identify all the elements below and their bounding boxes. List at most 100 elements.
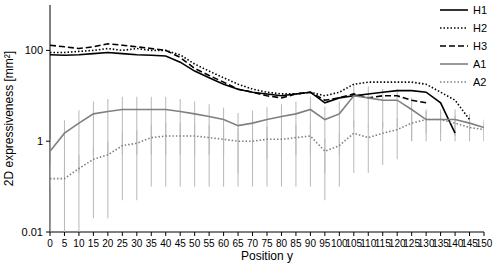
legend-swatch (440, 81, 468, 83)
error-bar (440, 109, 441, 141)
x-tick-label: 80 (276, 238, 288, 249)
x-tick (223, 232, 224, 236)
x-tick (252, 232, 253, 236)
error-bar (440, 112, 441, 134)
x-tick-label: 70 (247, 238, 259, 249)
x-tick (136, 232, 137, 236)
x-tick-label: 65 (233, 238, 245, 249)
x-tick (209, 232, 210, 236)
error-bar (455, 109, 456, 141)
x-tick (50, 232, 51, 236)
error-bar (107, 142, 108, 219)
y-tick (46, 232, 50, 233)
legend-label: A1 (473, 58, 486, 70)
x-tick-label: 50 (189, 238, 201, 249)
error-bar (238, 129, 239, 187)
x-tick-label: 85 (290, 238, 302, 249)
error-bar (484, 122, 485, 141)
legend-label: H1 (473, 4, 487, 16)
x-tick-label: 15 (88, 238, 100, 249)
x-tick (281, 232, 282, 236)
legend-swatch (440, 9, 468, 11)
chart: 0510152025303540455055606570758085909510… (0, 0, 500, 266)
legend-swatch (440, 27, 468, 29)
series-line (50, 120, 484, 179)
error-bar (295, 125, 296, 187)
error-bar (93, 146, 94, 218)
plot-area (50, 44, 484, 232)
error-bar (50, 166, 51, 232)
error-bar (64, 166, 65, 232)
x-tick (238, 232, 239, 236)
x-tick-label: 60 (218, 238, 230, 249)
legend-swatch (440, 45, 468, 47)
x-tick (310, 232, 311, 236)
legend: H1 H2 H3 A1 A2 (440, 4, 487, 88)
x-tick-label: 20 (102, 238, 114, 249)
x-axis-label: Position y (241, 249, 293, 263)
x-tick-label: 55 (204, 238, 216, 249)
x-tick (339, 232, 340, 236)
x-tick-label: 25 (117, 238, 129, 249)
x-tick (165, 232, 166, 236)
x-tick (295, 232, 296, 236)
legend-label: A2 (473, 76, 486, 88)
x-tick-label: 30 (131, 238, 143, 249)
x-tick (455, 232, 456, 236)
x-tick-label: 90 (305, 238, 317, 249)
y-tick-label: 0.01 (22, 226, 43, 238)
x-tick-label: 150 (476, 238, 493, 249)
x-tick (411, 232, 412, 236)
y-tick (46, 50, 50, 51)
error-bar (78, 155, 79, 232)
error-bar (368, 87, 369, 128)
y-axis (50, 5, 51, 232)
error-bar (267, 127, 268, 187)
error-bar (122, 133, 123, 201)
error-bar (411, 114, 412, 141)
x-tick (180, 232, 181, 236)
series-line (50, 49, 470, 120)
x-tick (382, 232, 383, 236)
x-tick-label: 0 (47, 238, 53, 249)
error-bar (194, 123, 195, 186)
error-bar (382, 122, 383, 165)
error-bar (339, 133, 340, 186)
x-tick (353, 232, 354, 236)
x-tick (122, 232, 123, 236)
x-tick-label: 10 (73, 238, 85, 249)
legend-label: H3 (473, 40, 487, 52)
x-tick (64, 232, 65, 236)
x-tick-label: 45 (175, 238, 187, 249)
x-tick-label: 40 (160, 238, 172, 249)
x-tick (324, 232, 325, 236)
error-bar (353, 121, 354, 173)
y-tick-label: 1 (37, 135, 43, 147)
error-bar (136, 130, 137, 200)
x-tick (484, 232, 485, 236)
error-bar (324, 138, 325, 200)
error-bar (165, 123, 166, 186)
x-tick (469, 232, 470, 236)
legend-swatch (440, 63, 468, 65)
series-line (50, 96, 484, 151)
x-tick (93, 232, 94, 236)
error-bar (281, 127, 282, 187)
error-bar (310, 123, 311, 186)
error-bar (209, 125, 210, 187)
error-bar (426, 112, 427, 134)
x-tick (194, 232, 195, 236)
error-bar (368, 126, 369, 173)
y-axis-label: 2D expressiveness [mm²] (2, 51, 16, 186)
legend-label: H2 (473, 22, 487, 34)
x-tick-label: 35 (146, 238, 158, 249)
x-tick (107, 232, 108, 236)
x-tick (440, 232, 441, 236)
x-tick (397, 232, 398, 236)
series-line (50, 52, 455, 133)
x-tick (151, 232, 152, 236)
x-tick (426, 232, 427, 236)
x-tick (368, 232, 369, 236)
x-tick-label: 5 (62, 238, 68, 249)
error-bar (252, 129, 253, 187)
